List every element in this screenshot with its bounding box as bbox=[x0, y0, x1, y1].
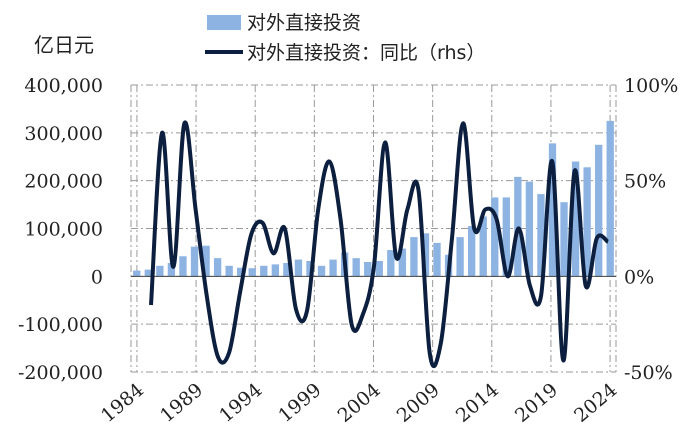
bar-4 bbox=[179, 256, 187, 277]
bar-6 bbox=[202, 245, 210, 277]
bar-15 bbox=[306, 261, 314, 277]
bar-23 bbox=[398, 248, 407, 277]
left-tick-label: 100,000 bbox=[24, 219, 103, 241]
bar-35 bbox=[537, 194, 545, 277]
bar-11 bbox=[260, 265, 268, 277]
bar-38 bbox=[571, 161, 580, 277]
bar-12 bbox=[271, 264, 280, 277]
right-axis-ticks: 100% 50% 0% -50% bbox=[624, 75, 678, 384]
bar-26 bbox=[433, 242, 441, 277]
line-series bbox=[149, 120, 610, 369]
right-tick-label: -50% bbox=[624, 362, 673, 384]
bar-21 bbox=[375, 261, 383, 277]
left-tick-label: 400,000 bbox=[24, 75, 103, 97]
bar-20 bbox=[364, 261, 372, 277]
x-tick-label: 2009 bbox=[393, 379, 444, 427]
bar-29 bbox=[467, 226, 476, 277]
bar-41 bbox=[606, 120, 614, 277]
legend-bar-label: 对外直接投资 bbox=[247, 12, 361, 34]
bar-3 bbox=[167, 262, 176, 277]
bar-16 bbox=[317, 265, 326, 277]
left-tick-label: 300,000 bbox=[24, 123, 103, 145]
bar-19 bbox=[352, 258, 360, 277]
bar-22 bbox=[387, 250, 395, 277]
bar-34 bbox=[525, 181, 534, 277]
bar-10 bbox=[248, 268, 256, 277]
bar-1 bbox=[144, 269, 152, 277]
right-tick-label: 50% bbox=[624, 171, 666, 193]
bar-28 bbox=[456, 237, 464, 277]
bar-0 bbox=[133, 270, 141, 277]
left-tick-label: -200,000 bbox=[18, 362, 103, 384]
left-tick-label: 0 bbox=[91, 266, 103, 288]
unit-label: 亿日元 bbox=[34, 33, 94, 57]
yoy-line bbox=[149, 120, 610, 369]
bar-25 bbox=[421, 233, 430, 277]
bar-39 bbox=[583, 167, 591, 277]
legend: 对外直接投资 对外直接投资：同比（rhs） bbox=[205, 12, 485, 64]
bar-24 bbox=[410, 237, 418, 277]
bar-37 bbox=[560, 202, 568, 277]
x-tick-label: 2014 bbox=[452, 379, 503, 427]
x-tick-label: 2024 bbox=[570, 379, 621, 427]
x-tick-label: 2004 bbox=[334, 379, 385, 427]
bar-17 bbox=[329, 259, 337, 277]
bar-13 bbox=[283, 262, 291, 277]
x-tick-label: 1999 bbox=[274, 379, 325, 427]
bar-5 bbox=[190, 246, 199, 277]
x-tick-label: 1989 bbox=[156, 379, 207, 427]
right-tick-label: 100% bbox=[624, 75, 678, 97]
bar-32 bbox=[502, 197, 510, 277]
bar-31 bbox=[491, 197, 499, 277]
legend-bar-swatch bbox=[207, 15, 241, 30]
bar-2 bbox=[156, 265, 164, 277]
bar-36 bbox=[548, 143, 557, 277]
x-tick-label: 1994 bbox=[215, 379, 266, 427]
left-axis-ticks: 400,000 300,000 200,000 100,000 0 -100,000 -20… bbox=[18, 75, 103, 384]
bar-8 bbox=[225, 265, 233, 277]
x-tick-label: 2019 bbox=[511, 379, 562, 427]
bar-14 bbox=[294, 259, 303, 277]
x-axis-ticks: 1984 1989 1994 1999 2004 2009 2014 2019 2024 bbox=[97, 379, 621, 427]
bar-7 bbox=[213, 258, 222, 277]
bar-9 bbox=[237, 267, 245, 277]
bar-30 bbox=[479, 216, 487, 277]
right-tick-label: 0% bbox=[624, 266, 654, 288]
left-tick-label: -100,000 bbox=[18, 314, 103, 336]
left-tick-label: 200,000 bbox=[24, 171, 103, 193]
x-tick-label: 1984 bbox=[97, 379, 148, 427]
bar-40 bbox=[595, 144, 603, 277]
legend-line-label: 对外直接投资：同比（rhs） bbox=[247, 42, 485, 64]
